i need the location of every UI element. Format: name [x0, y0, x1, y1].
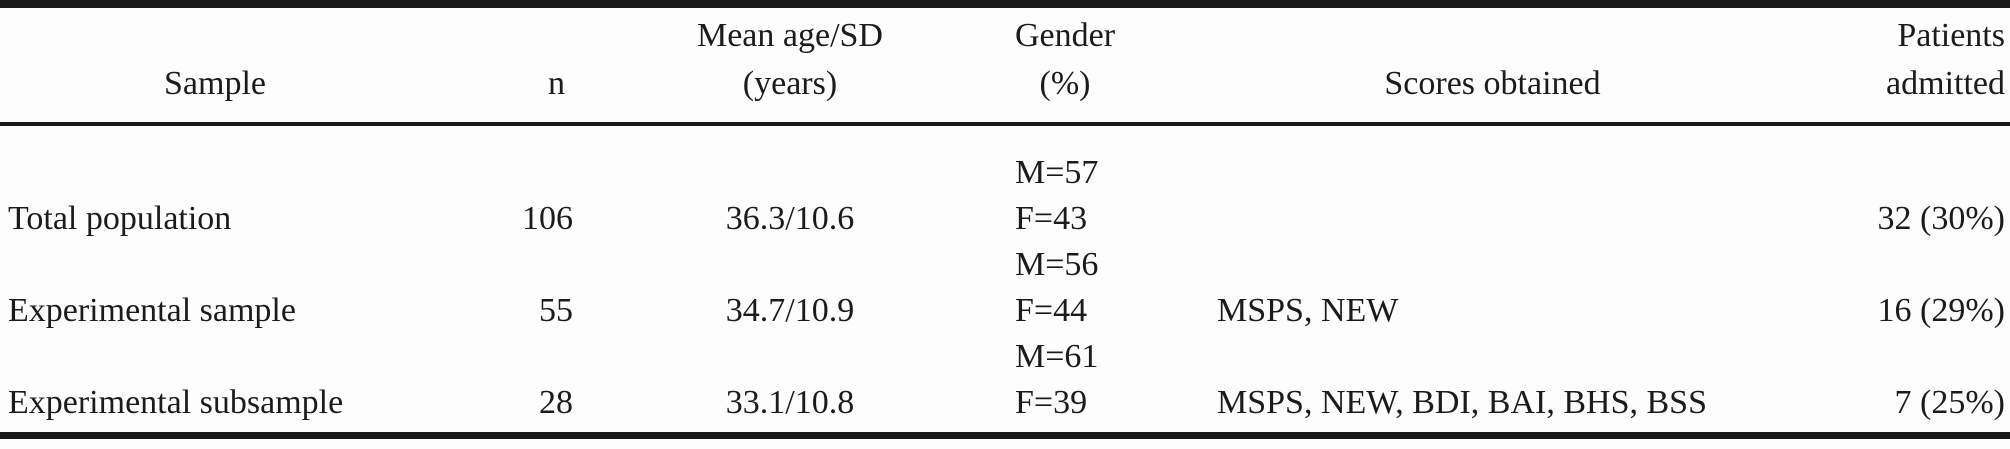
header-sample: Sample: [0, 4, 430, 126]
cell-gender-male: M=61: [1015, 338, 1099, 375]
table-header: Sample n Mean age/SD (years) Gender (%) …: [0, 4, 2010, 126]
cell-gender-female: F=43: [1015, 200, 1088, 237]
cell-scores: MSPS, NEW: [1217, 292, 1399, 329]
header-scores-obtained: Scores obtained: [1135, 4, 1850, 126]
cell-sample: Total population: [8, 200, 232, 237]
table-row-experimental-sample: Experimental sample 55 34.7/10.9 M=56 F=…: [0, 242, 2010, 334]
cell-sample: Experimental subsample: [8, 384, 344, 421]
table-row-total-population: Total population 106 36.3/10.6 M=57 F=43…: [0, 124, 2010, 242]
header-row: Sample n Mean age/SD (years) Gender (%) …: [0, 4, 2010, 126]
table-row-experimental-subsample: Experimental subsample 28 33.1/10.8 M=61…: [0, 334, 2010, 436]
header-mean-age-sd-line2: (years): [742, 65, 838, 102]
header-gender: Gender (%): [995, 4, 1135, 126]
cell-gender: M=61 F=39: [995, 334, 1135, 436]
header-n-line2: n: [548, 65, 565, 102]
cell-gender-female: F=39: [1015, 384, 1088, 421]
cell-gender: M=57 F=43: [995, 124, 1135, 242]
header-scores-obtained-line2: Scores obtained: [1384, 65, 1601, 102]
header-patients-admitted-line1: Patients: [1897, 17, 2005, 54]
header-patients-admitted: Patients admitted: [1850, 4, 2010, 126]
sample-table: Sample n Mean age/SD (years) Gender (%) …: [0, 0, 2010, 439]
cell-gender-male: M=56: [1015, 246, 1099, 283]
header-gender-line2: (%): [1039, 65, 1091, 102]
cell-mean-age-sd: 33.1/10.8: [725, 384, 855, 421]
cell-n: 106: [522, 200, 573, 237]
cell-gender-female: F=44: [1015, 292, 1088, 329]
cell-n: 28: [539, 384, 573, 421]
cell-scores: [1135, 124, 1850, 242]
header-mean-age-sd: Mean age/SD (years): [585, 4, 995, 126]
header-mean-age-sd-line1: Mean age/SD: [696, 17, 883, 54]
cell-patients-admitted: 16 (29%): [1877, 292, 2005, 329]
cell-mean-age-sd: 36.3/10.6: [725, 200, 855, 237]
cell-scores: MSPS, NEW, BDI, BAI, BHS, BSS: [1217, 384, 1707, 421]
header-gender-line1: Gender: [1014, 17, 1116, 54]
cell-mean-age-sd: 34.7/10.9: [725, 292, 855, 329]
header-sample-line2: Sample: [164, 65, 266, 102]
table-body: Total population 106 36.3/10.6 M=57 F=43…: [0, 124, 2010, 436]
cell-gender: M=56 F=44: [995, 242, 1135, 334]
cell-patients-admitted: 32 (30%): [1877, 200, 2005, 237]
cell-sample: Experimental sample: [8, 292, 296, 329]
header-patients-admitted-line2: admitted: [1886, 65, 2005, 102]
cell-patients-admitted: 7 (25%): [1894, 384, 2005, 421]
cell-n: 55: [539, 292, 573, 329]
header-n: n: [430, 4, 585, 126]
cell-gender-male: M=57: [1015, 154, 1099, 191]
